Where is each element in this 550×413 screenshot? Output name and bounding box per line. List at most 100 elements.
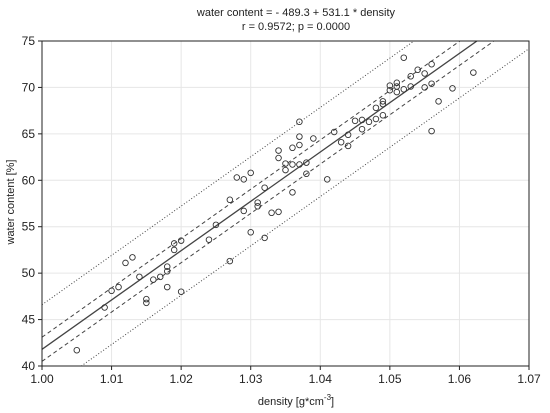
data-point [254, 203, 261, 210]
data-point [330, 128, 338, 136]
y-tick-label: 65 [22, 127, 36, 141]
data-point [108, 287, 115, 295]
data-point [358, 125, 366, 133]
y-axis-label: water content [%] [5, 160, 17, 246]
y-tick-label: 50 [22, 266, 36, 280]
data-point [163, 283, 171, 291]
tick-labels: 1.00 1.01 1.02 1.03 1.04 1.05 1.06 1.07 40 45 50 55… [22, 34, 541, 386]
chart-subtitle: r = 0.9572; p = 0.0000 [242, 21, 350, 33]
data-point [233, 174, 241, 181]
confidence-band-lower [42, 41, 495, 362]
data-point [428, 80, 435, 87]
data-point [344, 142, 352, 150]
data-point [205, 236, 213, 243]
data-point [122, 259, 129, 267]
data-point [393, 83, 401, 90]
data-point [372, 104, 380, 112]
data-point [261, 184, 268, 191]
confidence-band-upper [42, 41, 461, 338]
data-point [163, 268, 171, 275]
data-point [282, 166, 289, 174]
data-point [344, 131, 352, 139]
data-point [115, 283, 122, 291]
data-point [101, 304, 108, 311]
data-point [289, 189, 296, 196]
data-point [177, 237, 185, 244]
data-point [282, 160, 289, 167]
data-point [296, 118, 303, 126]
y-tick-label: 75 [22, 34, 36, 48]
data-point [323, 176, 331, 183]
data-point [170, 246, 178, 254]
prediction-band-lower [80, 48, 529, 366]
y-tick-label: 40 [22, 359, 36, 373]
x-axis-label-sup: -3 [324, 393, 332, 402]
data-point [386, 82, 394, 89]
y-tick-label: 55 [22, 220, 36, 234]
x-tick-label: 1.06 [448, 372, 472, 386]
data-point [289, 161, 296, 168]
data-point [400, 86, 408, 93]
data-point [212, 221, 220, 229]
data-point [261, 234, 268, 242]
grid [41, 40, 530, 367]
x-tick-label: 1.05 [378, 372, 402, 386]
data-point [163, 263, 171, 270]
data-point [73, 346, 81, 354]
data-points [73, 54, 477, 354]
data-point [407, 83, 414, 90]
data-point [143, 299, 150, 307]
data-point [393, 88, 401, 96]
data-point [379, 112, 387, 119]
bands [42, 41, 529, 366]
plot-frame [41, 40, 530, 367]
prediction-band-upper [42, 41, 415, 306]
x-axis-label: density [g*cm-3] [258, 393, 334, 408]
data-point [136, 273, 143, 281]
data-point [247, 169, 254, 177]
x-tick-label: 1.00 [30, 372, 54, 386]
data-point [289, 144, 296, 152]
x-tick-label: 1.07 [517, 372, 541, 386]
data-point [400, 54, 408, 61]
data-point [275, 208, 282, 216]
data-point [365, 118, 373, 126]
data-point [428, 60, 435, 68]
x-axis-label-main: density [g*cm [258, 396, 324, 408]
regression-line [42, 41, 479, 350]
data-point [379, 100, 387, 108]
x-axis-label-end: ] [331, 396, 334, 408]
data-point [296, 141, 303, 149]
data-point [275, 154, 282, 162]
data-point [470, 69, 477, 76]
data-point [379, 98, 387, 105]
chart-title: water content = - 489.3 + 531.1 * densit… [196, 7, 396, 19]
data-point [407, 73, 414, 80]
data-point [386, 86, 394, 94]
data-point [129, 254, 136, 261]
y-tick-label: 70 [22, 80, 36, 94]
data-point [150, 276, 157, 283]
data-point [372, 115, 380, 123]
data-point [337, 138, 345, 146]
data-point [296, 133, 303, 140]
x-tick-label: 1.01 [100, 372, 124, 386]
x-tick-label: 1.04 [309, 372, 333, 386]
data-point [421, 84, 428, 91]
data-point [268, 209, 275, 217]
data-point [157, 273, 164, 281]
data-point [177, 288, 185, 295]
data-point [303, 159, 310, 166]
data-point [393, 79, 401, 87]
data-point [296, 161, 303, 168]
data-point [170, 240, 178, 247]
x-tick-label: 1.03 [239, 372, 263, 386]
data-point [254, 199, 261, 206]
data-point [351, 117, 359, 125]
data-point [275, 147, 282, 154]
data-point [428, 127, 435, 135]
data-point [240, 207, 248, 215]
data-point [449, 85, 456, 92]
